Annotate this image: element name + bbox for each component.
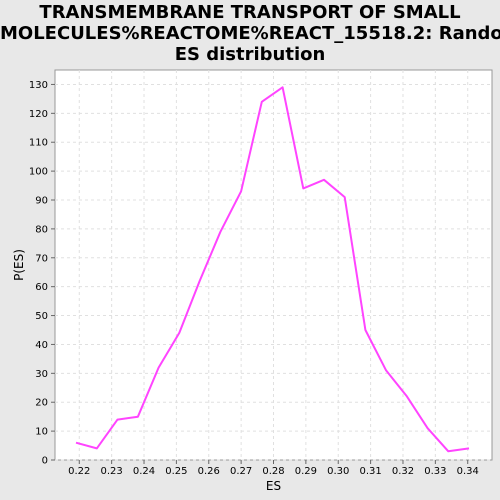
y-tick-label: 10: [35, 427, 48, 438]
x-tick-label: 0.31: [359, 466, 381, 477]
y-tick-label: 20: [35, 398, 48, 409]
y-tick-label: 110: [29, 138, 48, 149]
x-tick-label: 0.33: [424, 466, 446, 477]
y-tick-label: 60: [35, 282, 48, 293]
x-tick-label: 0.30: [327, 466, 349, 477]
y-tick-label: 80: [35, 224, 48, 235]
x-tick-label: 0.29: [295, 466, 317, 477]
chart-title: TRANSMEMBRANE TRANSPORT OF SMALL MOLECUL…: [0, 2, 500, 65]
x-tick-label: 0.27: [230, 466, 252, 477]
y-tick-label: 70: [35, 253, 48, 264]
series-layer: [75, 86, 470, 453]
x-tick-label: 0.25: [165, 466, 187, 477]
x-tick-label: 0.32: [392, 466, 414, 477]
y-tick-label: 90: [35, 196, 48, 207]
y-tick-label: 0: [42, 456, 48, 467]
x-axis-label: ES: [266, 479, 281, 493]
x-tick-label: 0.23: [101, 466, 123, 477]
chart-title-line-1: TRANSMEMBRANE TRANSPORT OF SMALL: [39, 2, 461, 23]
x-tick-label: 0.28: [262, 466, 284, 477]
axes: 0 10 20 30 40 50 60 70 80 90 100 110 120 130 0.22 0.23 0…: [29, 80, 479, 477]
x-tick-label: 0.34: [457, 466, 479, 477]
y-tick-label: 120: [29, 109, 48, 120]
y-tick-label: 50: [35, 311, 48, 322]
x-tick-label: 0.22: [68, 466, 90, 477]
chart-title-line-2: MOLECULES%REACTOME%REACT_15518.2: Random: [0, 23, 500, 44]
x-tick-label: 0.24: [133, 466, 155, 477]
x-tick-label: 0.26: [198, 466, 220, 477]
chart-title-line-3: ES distribution: [174, 44, 326, 65]
y-tick-label: 100: [29, 167, 48, 178]
y-axis-label: P(ES): [12, 249, 26, 281]
grid-lines: [55, 70, 492, 461]
y-tick-label: 30: [35, 369, 48, 380]
series-line-0: [75, 86, 470, 453]
y-tick-label: 130: [29, 80, 48, 91]
y-tick-label: 40: [35, 340, 48, 351]
